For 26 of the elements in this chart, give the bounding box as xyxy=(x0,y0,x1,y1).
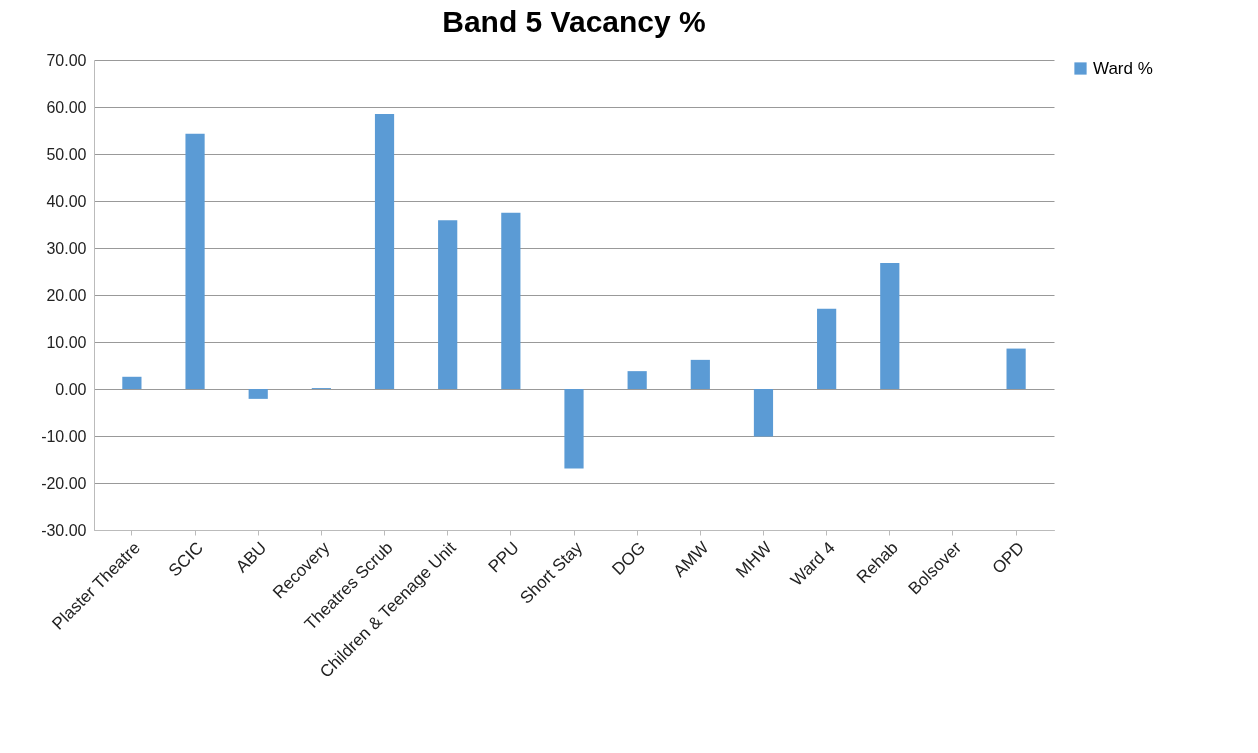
y-tick-label: 30.00 xyxy=(46,239,87,257)
bar xyxy=(753,389,774,437)
y-tick-label: 10.00 xyxy=(46,333,87,351)
chart-title: Band 5 Vacancy % xyxy=(442,5,706,38)
bar xyxy=(374,114,395,389)
y-tick-label: 40.00 xyxy=(46,192,87,210)
y-tick-label: -10.00 xyxy=(41,427,87,445)
bar xyxy=(564,389,584,469)
bar xyxy=(1006,348,1026,389)
y-tick-label: 20.00 xyxy=(46,286,87,304)
bar xyxy=(880,263,900,389)
y-tick-label: 0.00 xyxy=(55,380,87,398)
bar xyxy=(185,133,205,389)
y-tick-label: -20.00 xyxy=(41,474,87,492)
bar xyxy=(438,220,458,389)
bar xyxy=(690,359,710,389)
y-tick-label: 60.00 xyxy=(46,98,87,116)
y-tick-label: 50.00 xyxy=(46,145,87,163)
legend-label: Ward % xyxy=(1093,58,1153,78)
bar xyxy=(501,212,521,389)
bar xyxy=(122,376,142,389)
bar xyxy=(817,308,837,389)
bar xyxy=(627,371,647,389)
bar xyxy=(248,389,268,399)
y-tick-label: -30.00 xyxy=(41,521,87,539)
y-tick-label: 70.00 xyxy=(46,51,87,69)
